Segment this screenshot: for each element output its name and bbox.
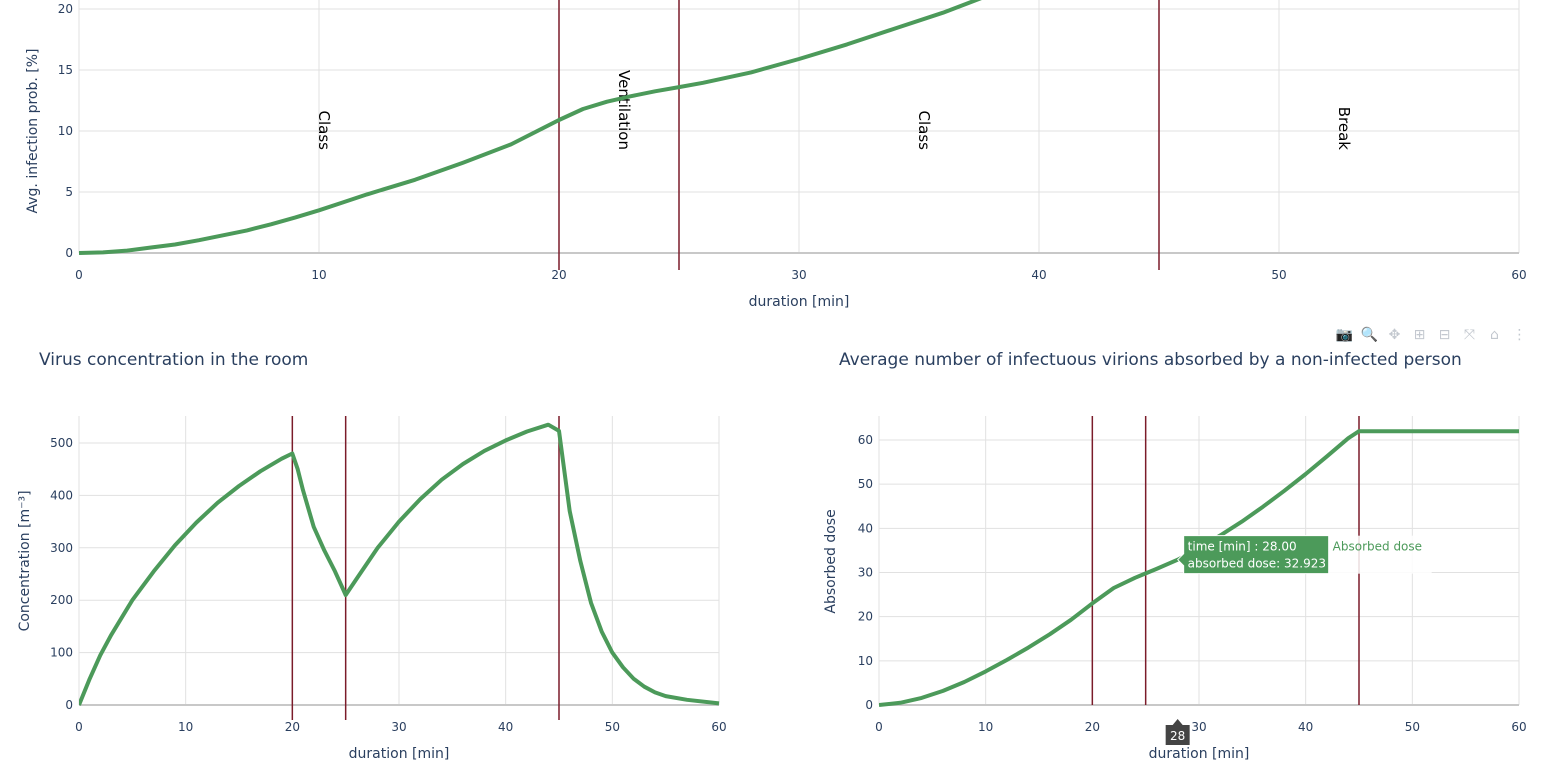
autoscale-icon[interactable]: ⤧ — [1463, 327, 1476, 343]
y-tick-label: 300 — [50, 541, 73, 555]
infection-probability-chart: 0 10 20 30 40 50 60 0 5 10 15 20 duration [min] Avg. … — [25, 0, 1527, 310]
series-line[interactable] — [79, 0, 991, 255]
zoom-icon[interactable]: 🔍 — [1360, 327, 1379, 343]
y-tick-label: 10 — [58, 124, 73, 138]
x-tick-label: 30 — [791, 268, 806, 282]
y-tick-label: 0 — [65, 698, 73, 712]
y-tick-label: 30 — [858, 565, 873, 579]
y-tick-label: 200 — [50, 593, 73, 607]
hover-tooltip: time [min] : 28.00 absorbed dose: 32.923 A… — [1176, 535, 1432, 575]
x-tick-label: 40 — [1031, 268, 1046, 282]
y-tick-label: 0 — [65, 246, 73, 260]
x-tick-label: 60 — [711, 720, 726, 734]
y-tick-label: 400 — [50, 488, 73, 502]
x-tick-label: 10 — [311, 268, 326, 282]
y-tick-label: 10 — [858, 654, 873, 668]
series-line[interactable] — [79, 422, 720, 706]
phase-annotation: Ventilation — [615, 70, 633, 150]
tooltip-time: time [min] : 28.00 — [1188, 540, 1297, 554]
y-tick-label: 20 — [858, 610, 873, 624]
y-tick-label: 60 — [858, 433, 873, 447]
camera-icon[interactable]: 📷 — [1335, 327, 1354, 343]
tooltip-series-box — [1328, 535, 1432, 574]
tooltip-dose: absorbed dose: 32.923 — [1188, 557, 1326, 571]
x-tick-label: 30 — [391, 720, 406, 734]
y-tick-label: 100 — [50, 646, 73, 660]
x-tick-label: 10 — [178, 720, 193, 734]
y-axis-title: Avg. infection prob. [%] — [25, 48, 41, 213]
phase-annotation: Class — [315, 111, 333, 151]
series-line[interactable] — [879, 429, 1519, 707]
zoom-in-icon[interactable]: ⊞ — [1413, 327, 1426, 343]
spike-lines-icon[interactable]: ⋮ — [1512, 327, 1527, 343]
absorbed-dose-chart: 0 10 20 30 40 50 60 0 10 20 30 40 50 60 duration [min]… — [823, 416, 1527, 762]
phase-annotation: Class — [915, 111, 933, 151]
x-tick-label: 30 — [1191, 720, 1206, 734]
y-axis-title: Concentration [m⁻³] — [17, 490, 33, 631]
x-hover-value: 28 — [1170, 729, 1185, 743]
x-tick-label: 60 — [1511, 720, 1526, 734]
y-tick-label: 20 — [58, 2, 73, 16]
x-axis-title: duration [min] — [1149, 746, 1250, 762]
x-tick-label: 10 — [978, 720, 993, 734]
y-tick-label: 5 — [65, 185, 73, 199]
y-tick-label: 40 — [858, 521, 873, 535]
pan-icon[interactable]: ✥ — [1388, 327, 1401, 343]
x-axis-title: duration [min] — [749, 294, 850, 310]
x-tick-label: 50 — [605, 720, 620, 734]
x-tick-label: 40 — [1298, 720, 1313, 734]
tooltip-series-name: Absorbed dose — [1333, 540, 1422, 554]
x-tick-label: 20 — [285, 720, 300, 734]
dose-chart-title: Average number of infectuous virions abs… — [839, 350, 1462, 370]
y-tick-label: 0 — [865, 698, 873, 712]
x-hover-box — [1165, 719, 1190, 745]
x-tick-label: 40 — [498, 720, 513, 734]
phase-annotation: Break — [1335, 107, 1353, 151]
y-tick-label: 500 — [50, 436, 73, 450]
home-icon[interactable]: ⌂ — [1490, 327, 1499, 343]
x-tick-label: 20 — [1085, 720, 1100, 734]
concentration-chart-title: Virus concentration in the room — [39, 350, 309, 370]
x-tick-label: 50 — [1271, 268, 1286, 282]
x-tick-label: 0 — [75, 268, 83, 282]
x-tick-label: 20 — [551, 268, 566, 282]
y-axis-title: Absorbed dose — [823, 509, 839, 613]
zoom-out-icon[interactable]: ⊟ — [1438, 327, 1451, 343]
x-axis-title: duration [min] — [349, 746, 450, 762]
y-tick-label: 50 — [858, 477, 873, 491]
x-tick-label: 60 — [1511, 268, 1526, 282]
x-tick-label: 0 — [875, 720, 883, 734]
x-tick-label: 0 — [75, 720, 83, 734]
virus-concentration-chart: 0 10 20 30 40 50 60 0 100 200 300 400 500 duration [m… — [17, 416, 727, 762]
x-tick-label: 50 — [1405, 720, 1420, 734]
modebar: 📷 🔍 ✥ ⊞ ⊟ ⤧ ⌂ ⋮ — [1332, 324, 1532, 346]
y-tick-label: 15 — [58, 63, 73, 77]
x-hover-label: 28 — [1165, 719, 1190, 745]
